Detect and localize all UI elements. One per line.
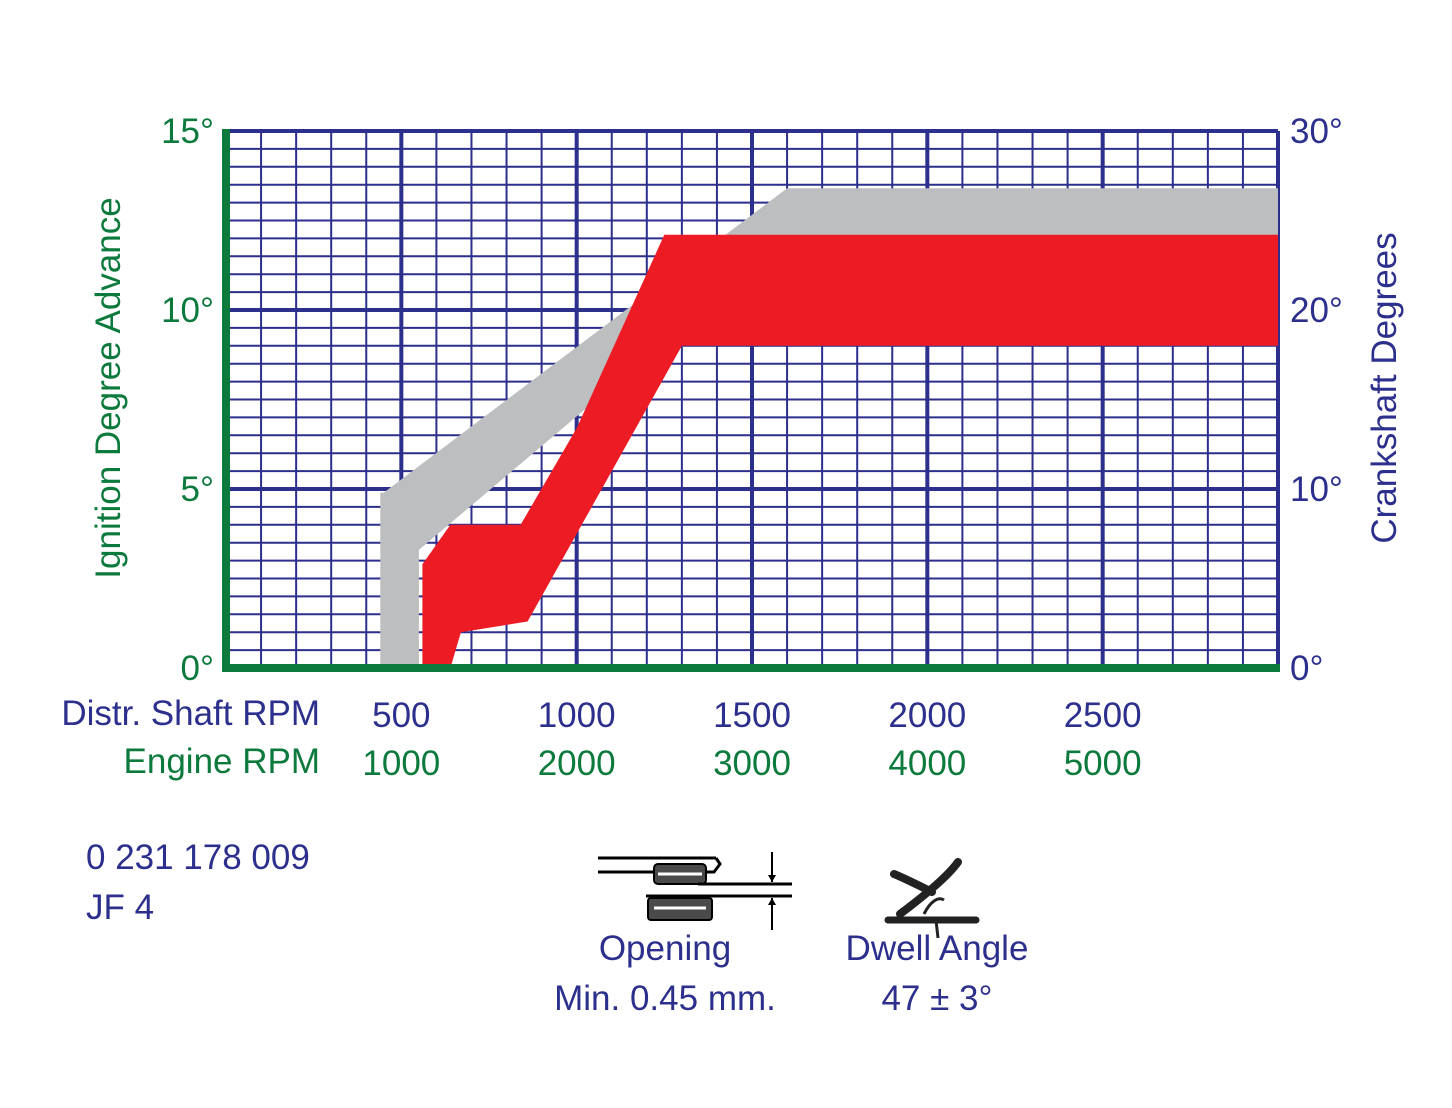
x-row1-tick-label: 1000 bbox=[538, 696, 616, 735]
part-number: 0 231 178 009 bbox=[86, 838, 310, 877]
x-row1-tick-label: 2000 bbox=[888, 696, 966, 735]
chart-axes bbox=[222, 129, 1280, 672]
x-row2-tick-label: 5000 bbox=[1064, 744, 1142, 783]
y-left-tick-label: 0° bbox=[181, 649, 214, 688]
y-left-tick-label: 10° bbox=[161, 291, 214, 330]
y-axis-right-label: Crankshaft Degrees bbox=[1365, 232, 1404, 543]
dwell-angle-icon bbox=[884, 858, 980, 939]
x-row2-tick-label: 3000 bbox=[713, 744, 791, 783]
y-right-tick-label: 30° bbox=[1290, 112, 1343, 151]
x-row2-tick-label: 2000 bbox=[538, 744, 616, 783]
x-row2-tick-label: 4000 bbox=[888, 744, 966, 783]
dwell-angle-label: Dwell Angle bbox=[845, 929, 1029, 968]
x-row2-tick-label: 1000 bbox=[362, 744, 440, 783]
y-right-tick-label: 20° bbox=[1290, 291, 1343, 330]
chart-tick-labels: 15° 10° 5° 0° 30° 20° 10° 0° 500 1000 1500 2000 2500… bbox=[161, 112, 1343, 783]
x-row1-tick-label: 500 bbox=[372, 696, 430, 735]
part-code: JF 4 bbox=[86, 888, 155, 927]
opening-value: Min. 0.45 mm. bbox=[554, 979, 776, 1018]
y-right-tick-label: 0° bbox=[1290, 649, 1323, 688]
x-row1-tick-label: 1500 bbox=[713, 696, 791, 735]
dwell-angle-value: 47 ± 3° bbox=[881, 979, 993, 1018]
opening-label: Opening bbox=[598, 929, 732, 968]
advance-band bbox=[376, 234, 1278, 669]
y-left-tick-label: 15° bbox=[161, 112, 214, 151]
y-right-tick-label: 10° bbox=[1290, 470, 1343, 509]
y-axis-left-label: Ignition Degree Advance bbox=[89, 197, 128, 578]
breaker-points-gap-icon bbox=[598, 852, 792, 930]
y-left-tick-label: 5° bbox=[181, 470, 214, 509]
chart-bands bbox=[376, 188, 1278, 669]
x-axis-row2-label: Engine RPM bbox=[123, 742, 320, 781]
x-row1-tick-label: 2500 bbox=[1064, 696, 1142, 735]
x-axis-row1-label: Distr. Shaft RPM bbox=[61, 694, 320, 733]
